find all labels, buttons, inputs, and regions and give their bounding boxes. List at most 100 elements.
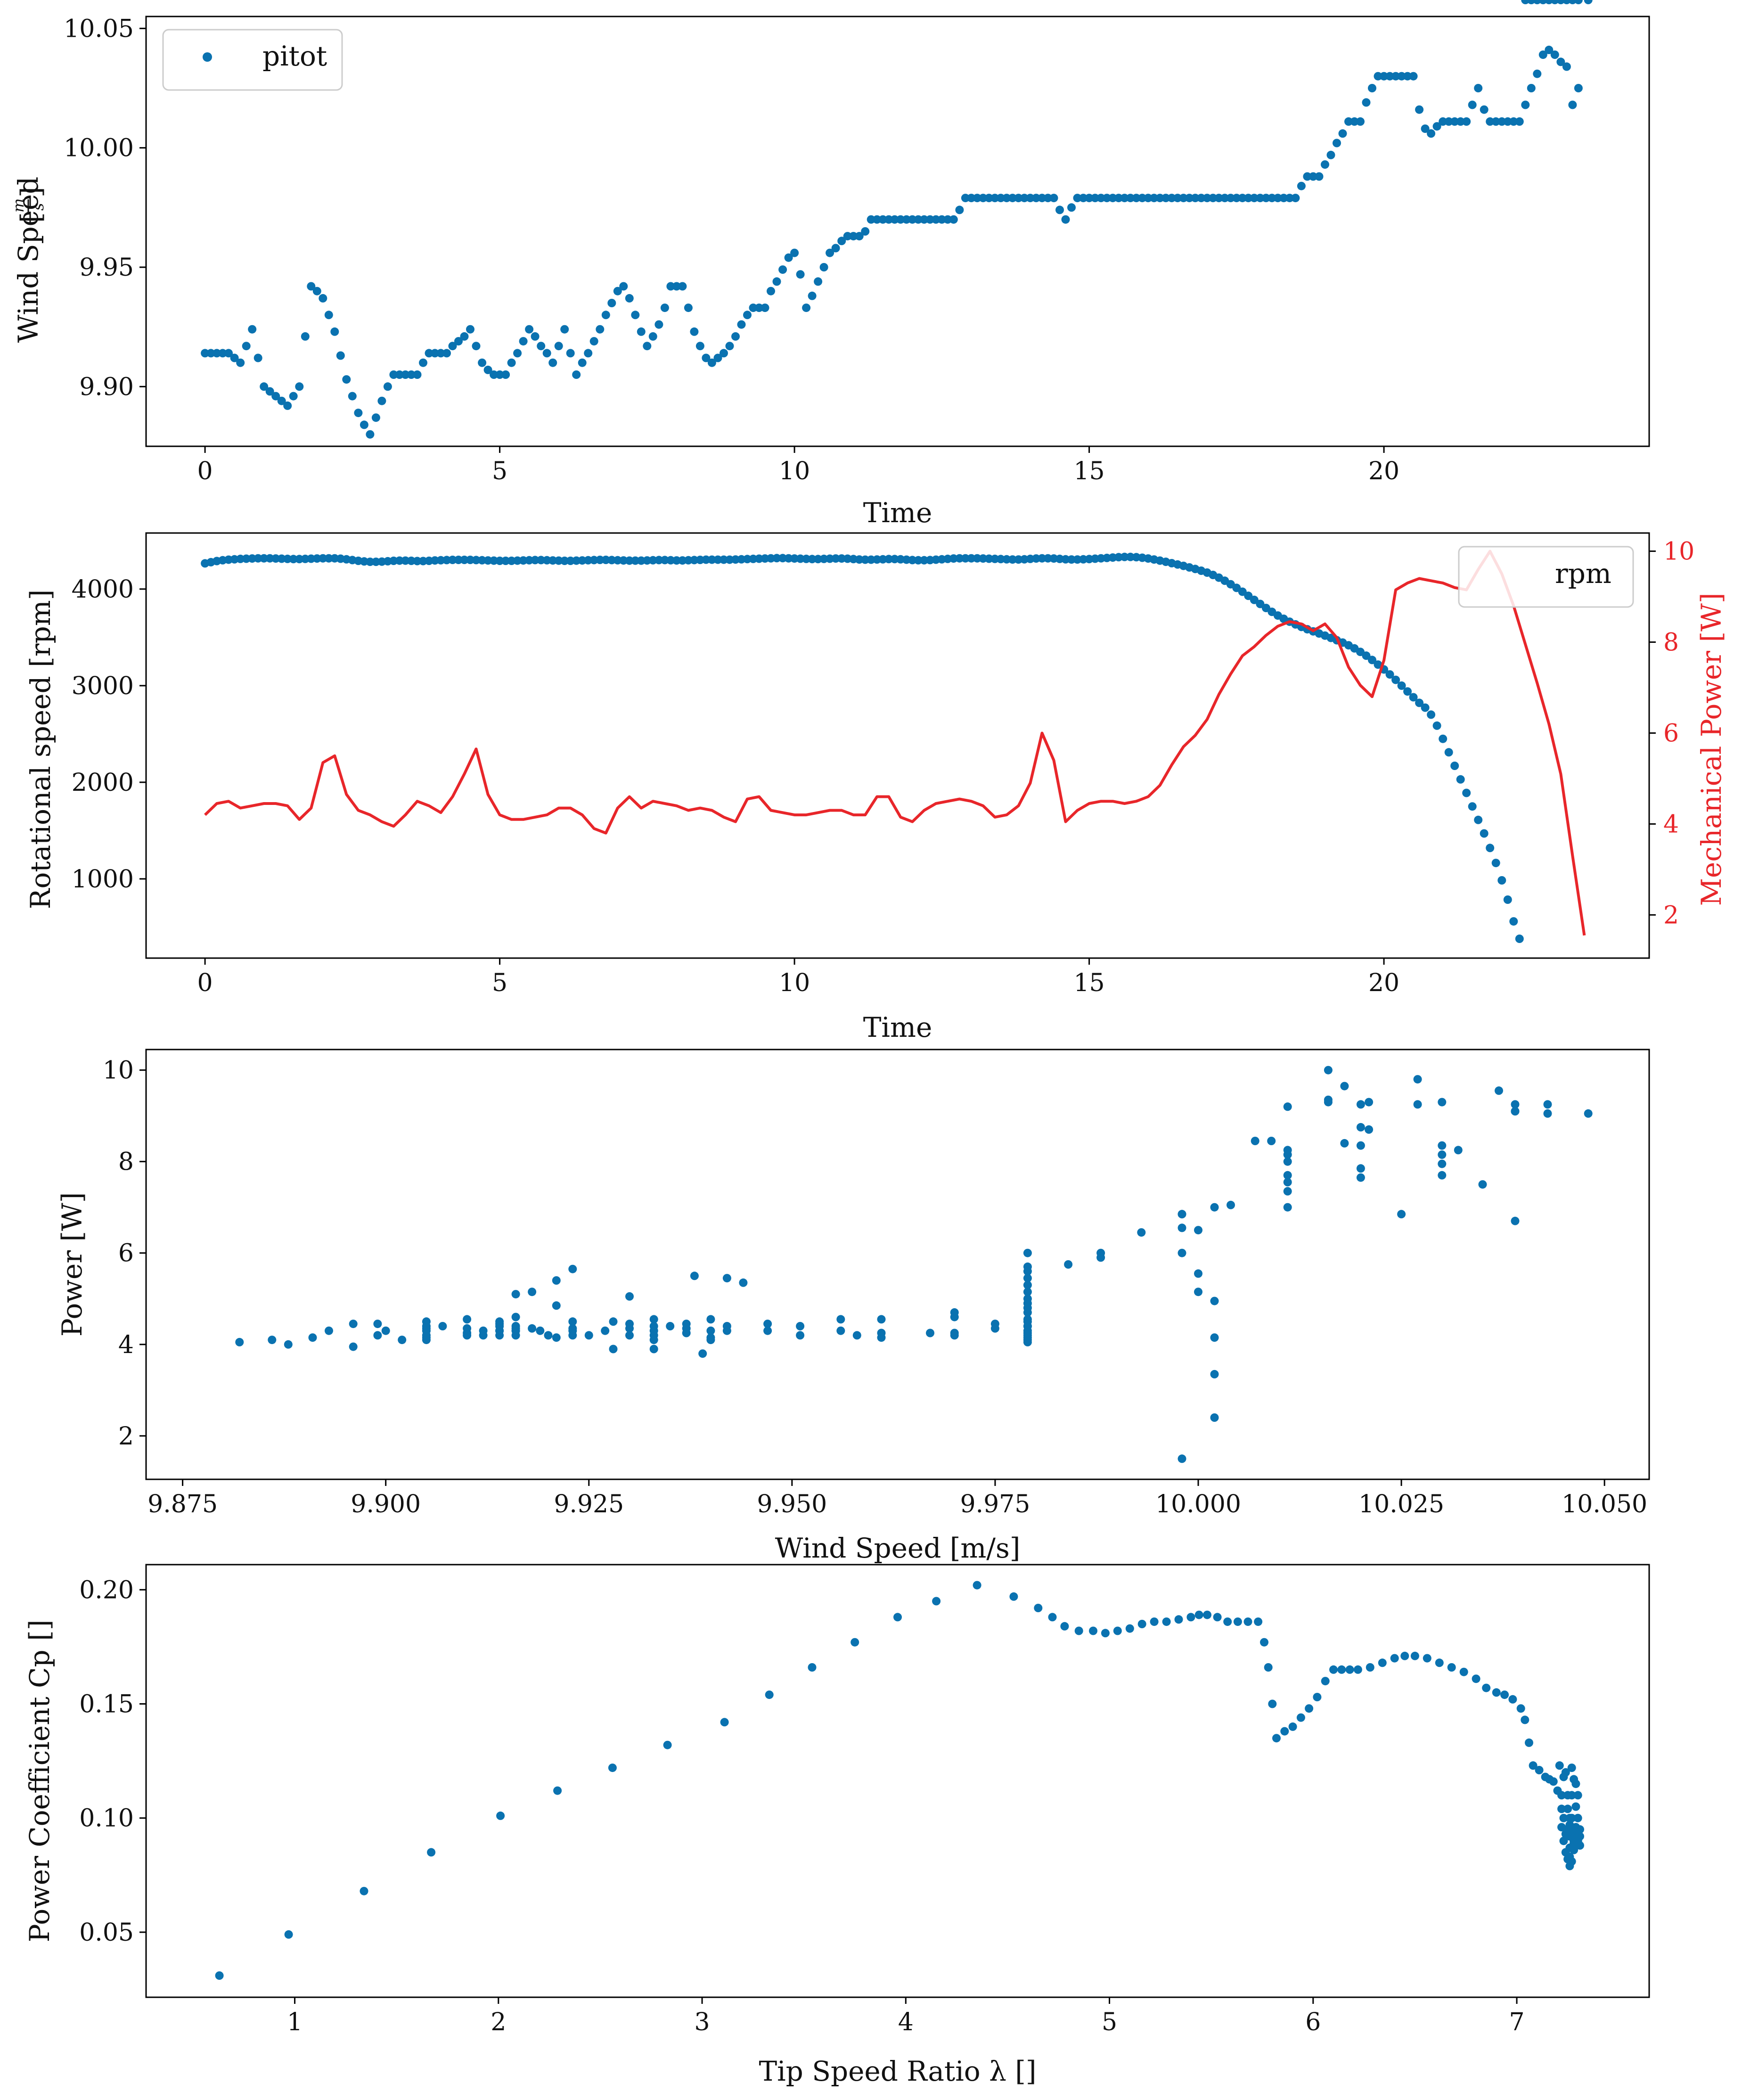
wind-speed-point bbox=[201, 349, 210, 358]
rpm-point bbox=[955, 554, 964, 563]
power-point bbox=[1283, 1171, 1292, 1180]
wind-speed-point bbox=[1486, 117, 1495, 126]
power-coefficient-point bbox=[1529, 1761, 1538, 1770]
wind-speed-point bbox=[1067, 203, 1076, 212]
wind-speed-point bbox=[1161, 194, 1170, 203]
rpm-point bbox=[1486, 844, 1495, 853]
rpm-point bbox=[1444, 748, 1453, 757]
power-point bbox=[349, 1342, 358, 1351]
power-point bbox=[739, 1278, 748, 1287]
power-coefficient-point bbox=[608, 1764, 617, 1772]
wind-speed-point bbox=[1144, 194, 1153, 203]
wind-speed-point bbox=[1155, 194, 1164, 203]
power-point bbox=[568, 1324, 577, 1333]
panel-power-coefficient: 1 2 3 4 5 6 7 0.05 0.10 0.15 0.20 Tip Speed Ratio… bbox=[24, 1564, 1650, 2087]
wind-speed-point bbox=[1509, 117, 1518, 126]
wind-speed-point bbox=[808, 291, 817, 300]
wind-speed-point bbox=[442, 349, 451, 358]
power-coefficient-point bbox=[1573, 1813, 1582, 1822]
power-coefficient-point bbox=[1525, 1738, 1533, 1747]
wind-speed-point bbox=[578, 358, 587, 367]
wind-speed-point bbox=[884, 215, 893, 224]
wind-speed-point bbox=[984, 194, 993, 203]
wind-speed-point bbox=[1503, 117, 1512, 126]
power-point bbox=[706, 1326, 715, 1335]
power-point bbox=[511, 1312, 520, 1321]
wind-speed-point bbox=[419, 358, 427, 367]
power-point bbox=[1438, 1141, 1447, 1150]
wind-speed-point bbox=[607, 299, 616, 307]
wind-speed-point bbox=[843, 232, 852, 241]
power-point bbox=[1023, 1280, 1032, 1289]
rpm-point bbox=[1120, 552, 1129, 561]
wind-speed-point bbox=[1091, 194, 1100, 203]
power-point bbox=[1210, 1370, 1219, 1378]
y-tick-label: 0.20 bbox=[79, 1576, 134, 1604]
rpm-point bbox=[1456, 775, 1465, 784]
power-point bbox=[1324, 1098, 1333, 1107]
wind-speed-point bbox=[596, 325, 605, 334]
power-point bbox=[1194, 1226, 1202, 1235]
wind-speed-point bbox=[1250, 194, 1259, 203]
rpm-point bbox=[1362, 651, 1371, 660]
power-point bbox=[877, 1333, 886, 1342]
power-coefficient-point bbox=[1555, 1761, 1564, 1770]
x-tick-label: 9.950 bbox=[757, 1490, 827, 1518]
power-point bbox=[1413, 1075, 1422, 1084]
power-coefficient-point bbox=[1280, 1727, 1289, 1736]
wind-speed-point bbox=[702, 353, 711, 362]
x-tick-label: 2 bbox=[491, 2008, 506, 2036]
power-points bbox=[235, 0, 1593, 1463]
power-point bbox=[1356, 1164, 1365, 1173]
wind-speed-point bbox=[554, 342, 563, 351]
power-point bbox=[1584, 1109, 1593, 1118]
power-point bbox=[796, 1331, 805, 1340]
panel-wind-speed: 0 5 10 15 20 9.90 9.95 10.00 10.05 Time Wind Sp… bbox=[9, 15, 1650, 529]
power-coefficient-point bbox=[932, 1597, 941, 1606]
power-coefficient-point bbox=[1264, 1663, 1273, 1672]
wind-speed-point bbox=[1114, 194, 1123, 203]
power-coefficient-point bbox=[1272, 1734, 1281, 1743]
wind-speed-point bbox=[1173, 194, 1182, 203]
power-coefficient-point bbox=[1313, 1693, 1322, 1701]
wind-speed-point bbox=[542, 349, 551, 358]
rpm-point bbox=[890, 555, 899, 564]
wind-speed-point bbox=[1038, 194, 1047, 203]
power-point bbox=[1227, 1200, 1235, 1209]
power-point bbox=[763, 1326, 772, 1335]
wind-speed-point bbox=[413, 370, 422, 379]
rpm-point bbox=[319, 554, 327, 563]
wind-speed-point bbox=[1456, 117, 1465, 126]
power-point bbox=[1210, 1203, 1219, 1212]
y-axis-label-1-bracket-close: ] bbox=[15, 187, 47, 197]
wind-speed-point bbox=[896, 215, 905, 224]
power-coefficient-point bbox=[1366, 1663, 1374, 1672]
rpm-point bbox=[1480, 829, 1488, 838]
power-point bbox=[1511, 1100, 1520, 1109]
wind-speed-point bbox=[466, 325, 474, 334]
power-point bbox=[666, 1322, 675, 1330]
wind-speed-point bbox=[1527, 84, 1536, 92]
power-point bbox=[422, 1324, 431, 1333]
x-tick-label: 15 bbox=[1073, 969, 1104, 997]
wind-speed-point bbox=[460, 332, 469, 341]
wind-speed-point bbox=[660, 304, 669, 312]
y-tick-label: 4000 bbox=[72, 575, 134, 604]
rpm-point bbox=[1509, 917, 1518, 926]
power-point bbox=[1178, 1223, 1186, 1232]
wind-speed-point bbox=[389, 370, 398, 379]
x-tick-label: 0 bbox=[197, 969, 213, 997]
wind-speed-point bbox=[1497, 117, 1506, 126]
x-axis-label-3: Wind Speed [m/s] bbox=[775, 1532, 1021, 1564]
rpm-point bbox=[967, 554, 976, 563]
wind-speed-point bbox=[1002, 194, 1011, 203]
wind-speed-point bbox=[637, 327, 646, 336]
plot-frame-2 bbox=[145, 532, 1650, 959]
power-coefficient-point bbox=[1576, 1825, 1584, 1834]
wind-speed-point bbox=[348, 392, 357, 401]
wind-speed-point bbox=[1391, 72, 1400, 81]
power-coefficient-point bbox=[1125, 1624, 1134, 1633]
rpm-point bbox=[472, 556, 481, 565]
wind-speed-point bbox=[784, 253, 793, 262]
power-point bbox=[1356, 1173, 1365, 1182]
